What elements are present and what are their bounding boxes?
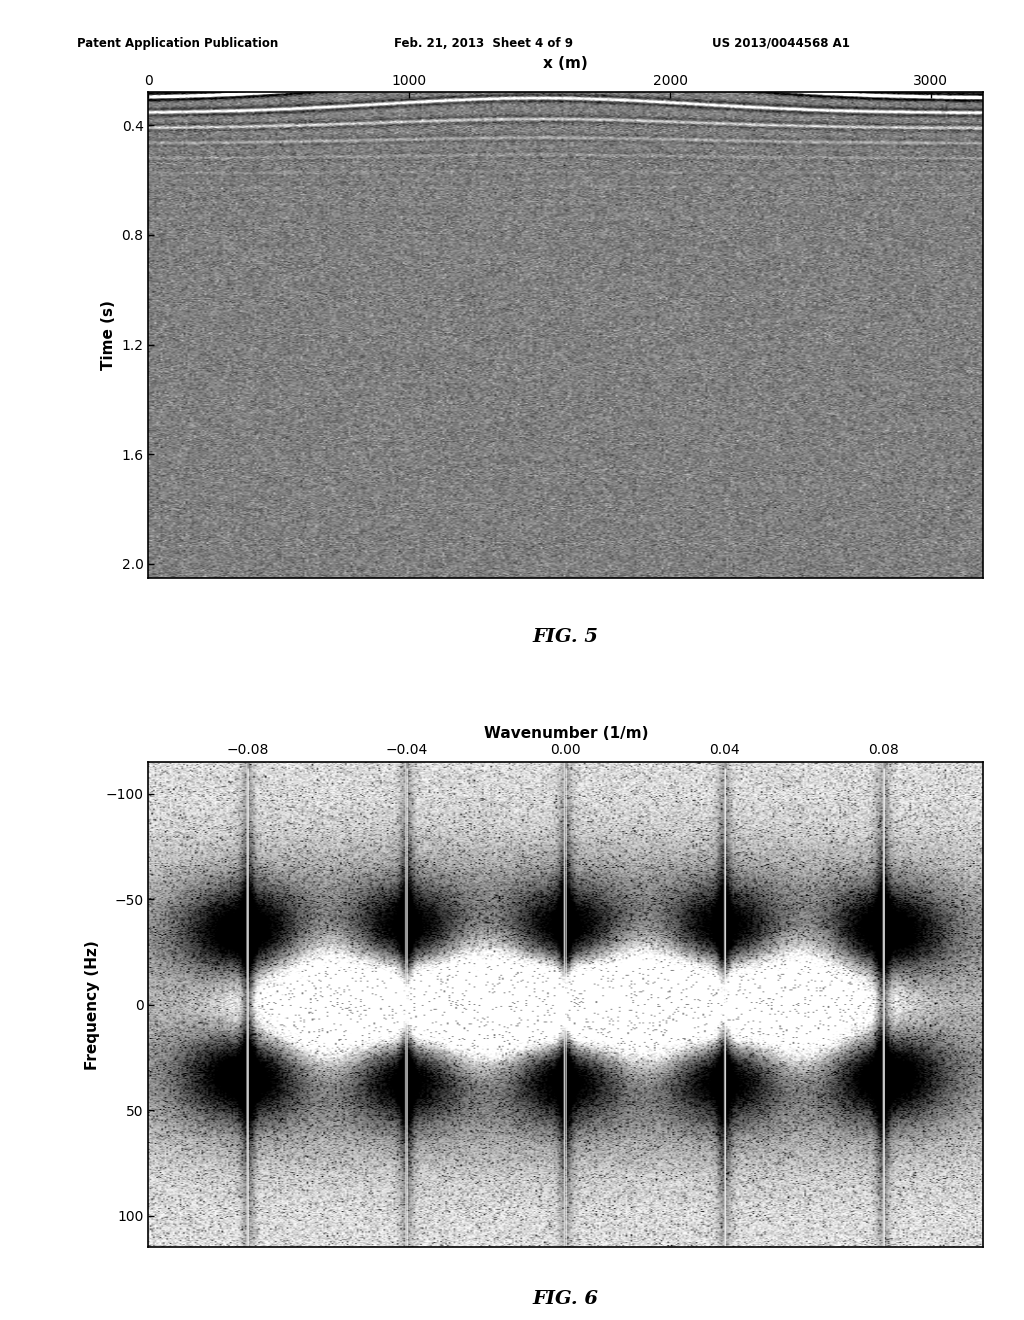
- Y-axis label: Frequency (Hz): Frequency (Hz): [85, 940, 100, 1069]
- Text: Feb. 21, 2013  Sheet 4 of 9: Feb. 21, 2013 Sheet 4 of 9: [394, 37, 573, 50]
- Text: FIG. 5: FIG. 5: [532, 628, 599, 645]
- X-axis label: x (m): x (m): [544, 55, 588, 71]
- Text: Patent Application Publication: Patent Application Publication: [77, 37, 279, 50]
- X-axis label: Wavenumber (1/m): Wavenumber (1/m): [483, 726, 648, 741]
- Text: US 2013/0044568 A1: US 2013/0044568 A1: [712, 37, 850, 50]
- Text: FIG. 6: FIG. 6: [532, 1290, 599, 1308]
- Y-axis label: Time (s): Time (s): [101, 300, 116, 370]
